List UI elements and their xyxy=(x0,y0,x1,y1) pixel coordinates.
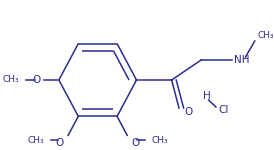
Text: CH₃: CH₃ xyxy=(258,30,274,39)
Text: O: O xyxy=(184,107,192,117)
Text: CH₃: CH₃ xyxy=(2,75,19,84)
Text: Cl: Cl xyxy=(219,105,229,115)
Text: O: O xyxy=(32,75,40,85)
Text: CH₃: CH₃ xyxy=(151,136,168,145)
Text: O: O xyxy=(55,138,64,148)
Text: NH: NH xyxy=(235,55,250,65)
Text: O: O xyxy=(132,138,140,148)
Text: CH₃: CH₃ xyxy=(27,136,44,145)
Text: H: H xyxy=(203,91,211,101)
